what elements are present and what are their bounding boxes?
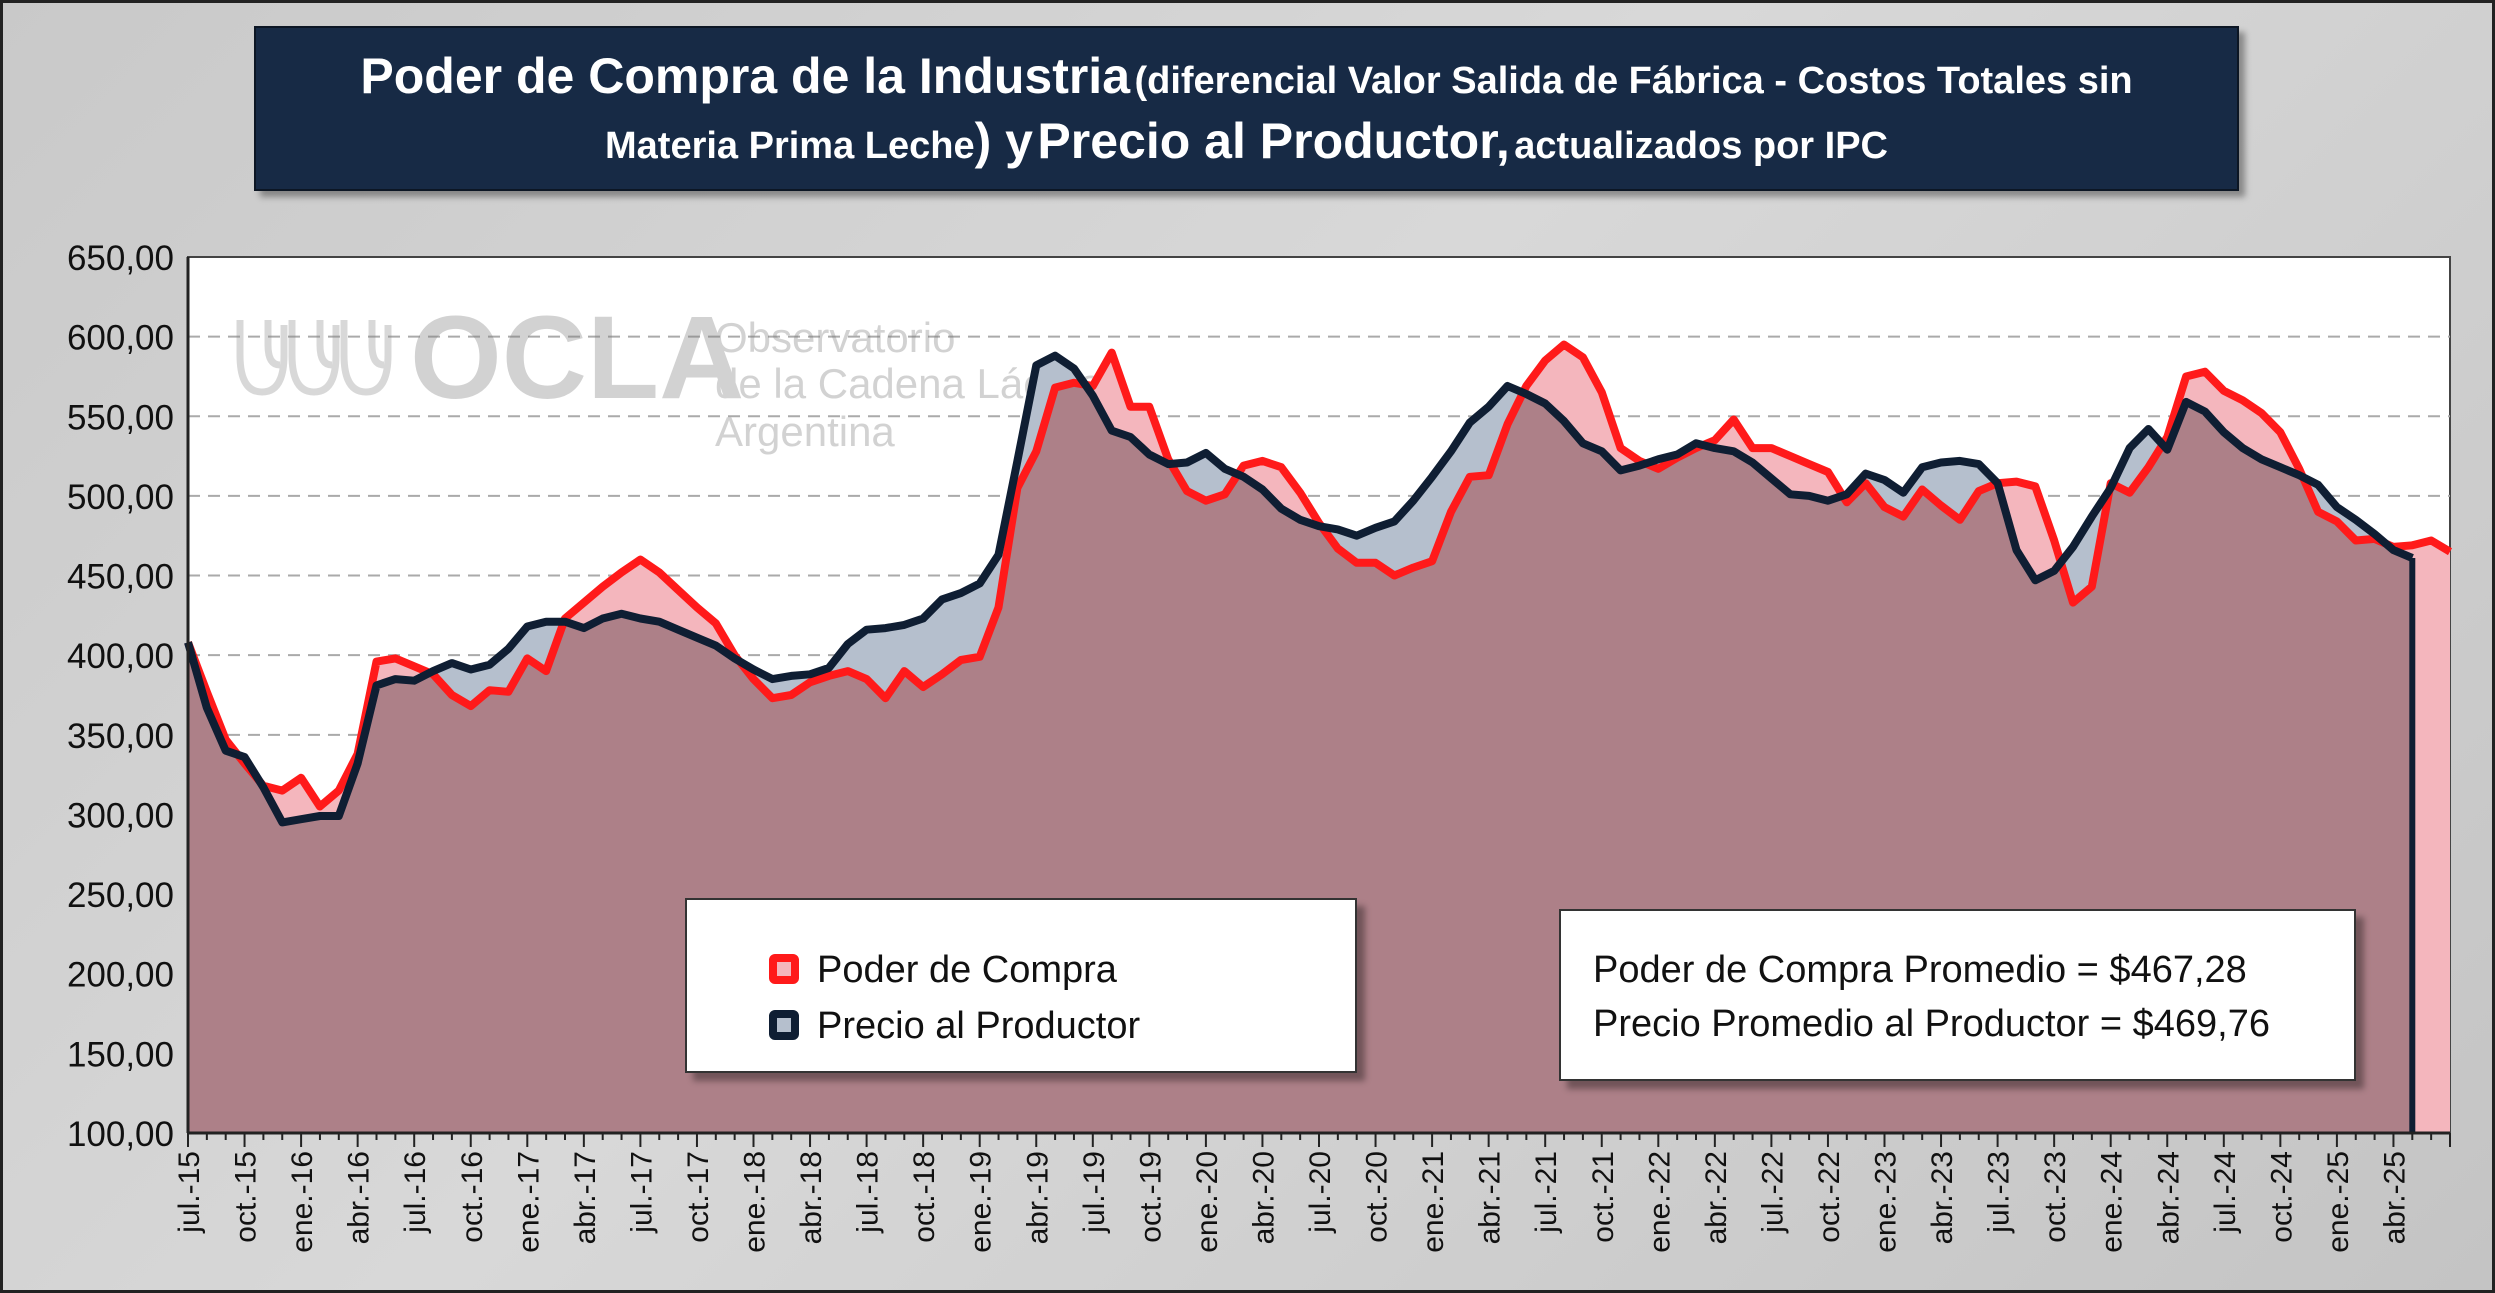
- x-tick-label: jul.-15: [173, 1151, 206, 1234]
- x-tick-label: jul.-16: [399, 1151, 432, 1234]
- x-tick-label: abr.-22: [1700, 1151, 1733, 1244]
- x-tick-label: oct.-16: [456, 1151, 489, 1243]
- watermark-line1: Observatorio: [715, 314, 955, 361]
- x-tick-label: oct.-24: [2265, 1151, 2298, 1243]
- stat-poder-promedio: Poder de Compra Promedio = $467,28: [1593, 949, 2247, 991]
- x-tick-label: abr.-25: [2378, 1151, 2411, 1244]
- legend-item-poder: Poder de Compra: [769, 942, 1117, 998]
- title-ipc: actualizados por IPC: [1514, 124, 1888, 167]
- watermark-line3: Argentina: [715, 408, 895, 455]
- x-tick-label: oct.-19: [1134, 1151, 1167, 1243]
- x-tick-label: ene.-21: [1417, 1151, 1450, 1253]
- x-tick-label: abr.-16: [343, 1151, 376, 1244]
- y-tick-label: 450,00: [67, 558, 174, 597]
- x-tick-label: oct.-23: [2039, 1151, 2072, 1243]
- line-precio-al-productor: [184, 351, 2414, 827]
- x-tick-label: jul.-20: [1304, 1151, 1337, 1234]
- x-tick-label: oct.-20: [1361, 1151, 1394, 1243]
- x-tick-label: ene.-22: [1643, 1151, 1676, 1253]
- x-tick-label: ene.-24: [2096, 1151, 2129, 1253]
- x-tick-label: abr.-24: [2152, 1151, 2185, 1244]
- x-tick-label: oct.-17: [682, 1151, 715, 1243]
- x-tick-label: abr.-23: [1926, 1151, 1959, 1244]
- x-tick-label: ene.-19: [965, 1151, 998, 1253]
- legend-label-poder: Poder de Compra: [817, 948, 1117, 991]
- y-tick-label: 350,00: [67, 717, 174, 756]
- x-tick-label: jul.-19: [1078, 1151, 1111, 1234]
- x-tick-label: jul.-17: [625, 1151, 658, 1234]
- y-tick-label: 400,00: [67, 637, 174, 676]
- x-tick-label: abr.-21: [1474, 1151, 1507, 1244]
- x-tick-label: oct.-21: [1587, 1151, 1620, 1243]
- x-tick-label: abr.-20: [1247, 1151, 1280, 1244]
- x-tick-label: oct.-18: [908, 1151, 941, 1243]
- x-tick-label: jul.-23: [1983, 1151, 2016, 1234]
- y-tick-label: 300,00: [67, 796, 174, 835]
- x-tick-label: abr.-18: [795, 1151, 828, 1244]
- x-tick-label: jul.-18: [852, 1151, 885, 1234]
- y-tick-label: 650,00: [67, 239, 174, 278]
- legend-swatch-precio: [769, 1010, 799, 1040]
- x-tick-label: ene.-18: [739, 1151, 772, 1253]
- x-tick-label: ene.-20: [1191, 1151, 1224, 1253]
- axes: 100,00 150,00 200,00 250,00 300,00 350,00 400,…: [67, 239, 2451, 1253]
- x-tick-label: ene.-16: [286, 1151, 319, 1253]
- y-tick-label: 600,00: [67, 319, 174, 358]
- y-tick-label: 550,00: [67, 398, 174, 437]
- x-tick-label: ene.-17: [512, 1151, 545, 1253]
- legend-label-precio: Precio al Productor: [817, 1004, 1141, 1047]
- chart-title: Poder de Compra de la Industria (diferen…: [254, 26, 2239, 191]
- x-tick-label: oct.-22: [1813, 1151, 1846, 1243]
- x-tick-label: oct.-15: [230, 1151, 263, 1243]
- title-main: Poder de Compra de la Industria: [360, 47, 1130, 104]
- legend: Poder de Compra Precio al Productor: [685, 898, 1357, 1073]
- title-paren: (diferencial Valor Salida de Fábrica - C…: [1134, 59, 2133, 102]
- title-producer: Precio al Productor,: [1037, 112, 1510, 169]
- ocla-logo-text: OCLA: [410, 292, 744, 424]
- x-tick-label: ene.-25: [2322, 1151, 2355, 1253]
- x-tick-label: jul.-24: [2209, 1151, 2242, 1234]
- legend-swatch-poder: [769, 954, 799, 984]
- y-tick-label: 150,00: [67, 1035, 174, 1074]
- y-tick-label: 100,00: [67, 1115, 174, 1154]
- stats-box: Poder de Compra Promedio = $467,28 Preci…: [1559, 909, 2356, 1081]
- x-tick-label: abr.-17: [569, 1151, 602, 1244]
- stat-precio-promedio: Precio Promedio al Productor = $469,76: [1593, 1003, 2271, 1045]
- x-tick-label: ene.-23: [1870, 1151, 1903, 1253]
- y-tick-label: 200,00: [67, 956, 174, 995]
- y-tick-label: 250,00: [67, 876, 174, 915]
- title-paren-end: Materia Prima Leche: [605, 124, 975, 167]
- ocla-watermark: OCLA Observatorio de la Cadena Láctea Ar…: [236, 292, 1103, 455]
- title-and: ) y: [974, 112, 1033, 169]
- x-tick-label: jul.-21: [1530, 1151, 1563, 1234]
- legend-item-precio: Precio al Productor: [769, 998, 1141, 1054]
- x-tick-label: jul.-22: [1756, 1151, 1789, 1234]
- ocla-logo-waves: [236, 320, 392, 396]
- x-tick-label: abr.-19: [1021, 1151, 1054, 1244]
- y-tick-label: 500,00: [67, 478, 174, 517]
